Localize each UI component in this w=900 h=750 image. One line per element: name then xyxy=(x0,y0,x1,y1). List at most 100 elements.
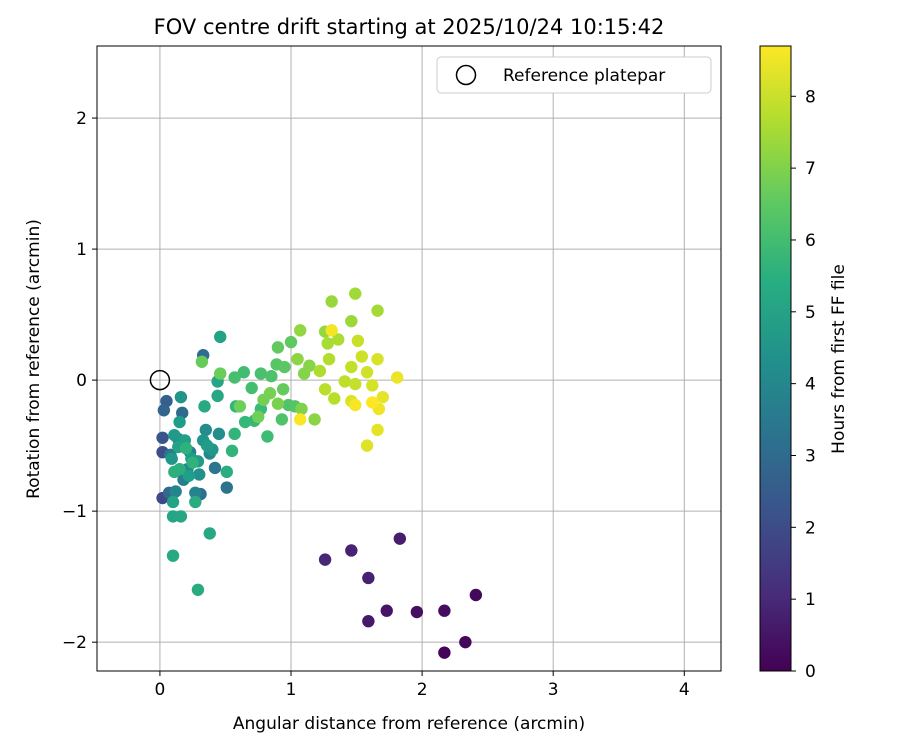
data-point xyxy=(220,481,233,494)
x-tick-label: 3 xyxy=(548,680,559,700)
x-axis-label: Angular distance from reference (arcmin) xyxy=(233,714,585,734)
data-point xyxy=(195,355,209,368)
data-point xyxy=(355,350,369,363)
data-point xyxy=(360,366,374,379)
y-axis-label: Rotation from reference (arcmin) xyxy=(24,219,44,499)
data-point xyxy=(265,369,278,383)
y-tick-label: −2 xyxy=(62,633,87,653)
data-point xyxy=(313,364,327,378)
colorbar-tick-label: 1 xyxy=(805,590,816,610)
data-point xyxy=(275,413,289,426)
reference-marker-layer xyxy=(149,369,171,391)
data-point xyxy=(380,604,393,617)
colorbar: 0 1 2 3 4 5 6 7 8 Hours from first FF file xyxy=(759,45,849,682)
data-point xyxy=(191,583,205,596)
data-points xyxy=(156,287,483,659)
y-tick-label: 2 xyxy=(76,109,87,129)
data-point xyxy=(393,532,407,545)
chart-title: FOV centre drift starting at 2025/10/24 … xyxy=(154,15,665,39)
data-point xyxy=(238,415,252,429)
data-point xyxy=(169,485,182,498)
data-point xyxy=(168,428,181,442)
data-point xyxy=(198,400,211,413)
colorbar-tick-label: 2 xyxy=(805,518,816,538)
data-point xyxy=(271,341,285,354)
data-point xyxy=(189,486,202,500)
legend: Reference platepar xyxy=(436,56,712,94)
data-point xyxy=(228,371,241,384)
data-point xyxy=(332,333,345,346)
data-point xyxy=(263,387,277,400)
data-point xyxy=(254,367,268,380)
data-point xyxy=(328,392,341,405)
y-tick-label: 0 xyxy=(76,371,87,391)
y-axis-ticks: −2 −1 0 1 2 xyxy=(62,109,97,653)
colorbar-tick-label: 4 xyxy=(805,375,816,395)
colorbar-ticks: 0 1 2 3 4 5 6 7 8 xyxy=(791,87,816,682)
data-point xyxy=(376,390,389,404)
x-tick-label: 4 xyxy=(679,680,690,700)
data-point xyxy=(182,469,195,482)
data-point xyxy=(166,549,180,562)
data-point xyxy=(166,495,180,509)
data-point xyxy=(293,413,307,426)
data-point xyxy=(318,383,332,396)
colorbar-tick-label: 6 xyxy=(805,231,816,251)
data-point xyxy=(200,439,214,452)
colorbar-gradient xyxy=(759,45,792,672)
data-point xyxy=(211,389,224,403)
data-point xyxy=(276,383,290,396)
data-point xyxy=(322,352,336,366)
data-point xyxy=(345,360,358,374)
legend-marker xyxy=(455,64,477,86)
data-point xyxy=(212,427,226,441)
data-point xyxy=(351,334,365,348)
data-point xyxy=(360,439,374,452)
data-point xyxy=(349,287,362,300)
data-point xyxy=(345,544,358,557)
data-point xyxy=(233,400,247,413)
data-point xyxy=(391,371,404,384)
data-point xyxy=(193,468,206,481)
x-tick-label: 1 xyxy=(286,680,297,700)
data-point xyxy=(366,396,379,409)
data-point xyxy=(261,430,274,443)
data-point xyxy=(186,456,199,469)
legend-box xyxy=(436,56,712,94)
data-point xyxy=(349,398,362,412)
data-point xyxy=(371,423,384,437)
x-axis-ticks: 0 1 2 3 4 xyxy=(155,671,690,700)
legend-entry-label: Reference platepar xyxy=(503,66,665,86)
data-point xyxy=(168,465,181,479)
data-point xyxy=(469,588,483,602)
data-point xyxy=(362,615,375,628)
data-point xyxy=(174,510,188,523)
data-point xyxy=(220,465,233,479)
data-point xyxy=(203,527,216,540)
data-point xyxy=(318,553,332,566)
data-point xyxy=(271,397,285,410)
data-point xyxy=(410,605,424,619)
colorbar-tick-label: 0 xyxy=(805,662,816,682)
data-point xyxy=(349,377,362,391)
data-point xyxy=(325,295,338,308)
colorbar-tick-label: 7 xyxy=(805,159,816,179)
data-point xyxy=(214,330,227,344)
data-point xyxy=(371,304,384,317)
data-point xyxy=(208,461,222,475)
x-tick-label: 2 xyxy=(417,680,428,700)
data-point xyxy=(371,352,384,366)
data-point xyxy=(214,367,227,380)
data-point xyxy=(325,324,338,337)
colorbar-tick-label: 3 xyxy=(805,446,816,466)
data-point xyxy=(295,402,308,416)
data-point xyxy=(438,604,451,617)
data-point xyxy=(174,390,188,404)
data-point xyxy=(345,314,358,328)
data-point xyxy=(245,381,258,395)
data-point xyxy=(225,444,239,458)
data-point xyxy=(228,427,241,441)
data-point xyxy=(165,452,178,465)
